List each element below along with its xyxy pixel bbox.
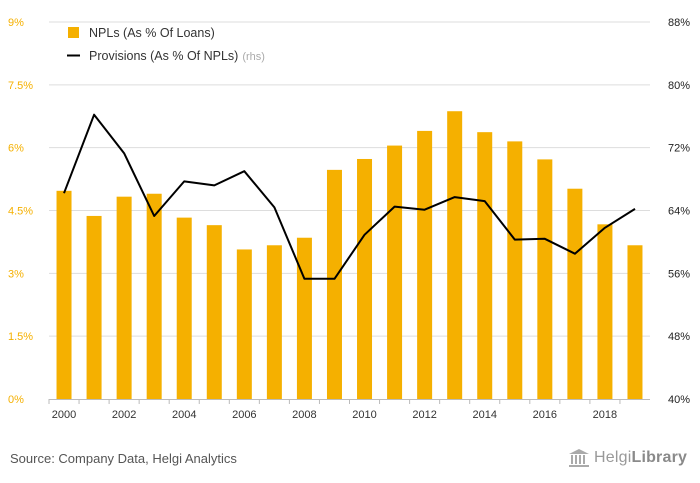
gridlines [49, 21, 650, 337]
chart: 0% 40% 1.5% 48% 3% 56% 4.5% 64% 6% 72% 7.5% 80% 9% 88… [8, 17, 690, 421]
brand-text: HelgiLibrary [594, 449, 687, 467]
y-left-tick-label: 4.5% [8, 206, 33, 218]
bar-npl-2009 [326, 169, 342, 399]
bar-npl-2012 [417, 130, 433, 399]
bar-npl-2005 [206, 225, 222, 399]
y-left-tick-label: 6% [8, 143, 24, 155]
x-tick-label: 2012 [412, 409, 436, 421]
y-right-tick-label: 40% [668, 394, 690, 406]
brand-text-light: Helgi [594, 449, 632, 466]
bar-npl-2006 [236, 249, 252, 399]
bar-npl-2007 [266, 245, 282, 399]
bar-npl-2019 [627, 245, 643, 399]
bar-npl-2018 [597, 224, 613, 399]
y-right-tick-label: 88% [668, 17, 690, 29]
y-right-tick-label: 48% [668, 331, 690, 343]
provisions-line-path [63, 113, 636, 280]
legend-label-provisions-rhs: (rhs) [242, 51, 265, 63]
x-tick-label: 2002 [112, 409, 136, 421]
x-tick-label: 2006 [232, 409, 256, 421]
y-right-tick-label: 72% [668, 143, 690, 155]
axes: 0% 40% 1.5% 48% 3% 56% 4.5% 64% 6% 72% 7.5% 80% 9% 88… [8, 17, 690, 421]
bar-npl-2004 [176, 217, 192, 399]
bar-npl-2015 [507, 141, 523, 399]
source-note: Source: Company Data, Helgi Analytics [10, 451, 237, 466]
y-left-tick-label: 0% [8, 394, 24, 406]
x-tick-label: 2010 [352, 409, 376, 421]
x-tick-label: 2000 [52, 409, 76, 421]
helgi-library-logo: HelgiLibrary [568, 446, 687, 470]
provisions-line [63, 113, 636, 280]
legend-label-provisions-name: Provisions (As % Of NPLs) [89, 49, 238, 63]
bar-npl-2010 [357, 158, 373, 399]
bar-npl-2016 [537, 159, 553, 399]
npl-bars [56, 111, 643, 400]
legend-label-provisions: Provisions (As % Of NPLs) (rhs) [89, 49, 265, 63]
bar-npl-2000 [56, 190, 72, 399]
y-left-tick-label: 9% [8, 17, 24, 29]
y-right-tick-label: 64% [668, 206, 690, 218]
x-tick-label: 2008 [292, 409, 316, 421]
bar-npl-2014 [477, 132, 493, 399]
legend-label-npl: NPLs (As % Of Loans) [89, 26, 215, 40]
bar-npl-2011 [387, 145, 403, 399]
y-right-tick-label: 56% [668, 268, 690, 280]
legend: NPLs (As % Of Loans) Provisions (As % Of… [67, 26, 265, 63]
bar-npl-2017 [567, 188, 583, 399]
x-tick-label: 2014 [472, 409, 496, 421]
bar-npl-2002 [116, 196, 132, 399]
y-right-tick-label: 80% [668, 80, 690, 92]
x-tick-label: 2004 [172, 409, 196, 421]
x-tick-label: 2018 [593, 409, 617, 421]
y-left-tick-label: 3% [8, 268, 24, 280]
y-left-tick-label: 1.5% [8, 331, 33, 343]
bar-npl-2013 [447, 111, 463, 400]
bar-npl-2008 [296, 237, 312, 399]
y-left-tick-label: 7.5% [8, 80, 33, 92]
legend-swatch-npl [68, 27, 79, 38]
brand-text-bold: Library [631, 449, 688, 466]
bar-npl-2003 [146, 193, 162, 399]
x-tick-label: 2016 [533, 409, 557, 421]
bar-npl-2001 [86, 215, 102, 399]
library-building-icon [569, 449, 589, 467]
